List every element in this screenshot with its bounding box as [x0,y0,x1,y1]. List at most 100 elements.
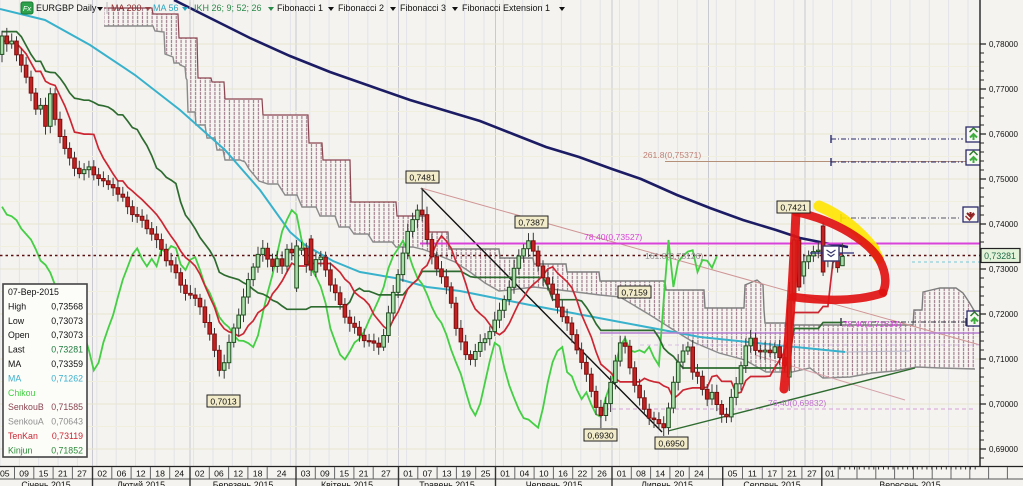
svg-text:Березень 2015: Березень 2015 [213,480,274,486]
svg-text:76,40(0,69832): 76,40(0,69832) [768,398,826,408]
svg-text:01: 01 [617,469,627,479]
svg-text:16: 16 [558,469,568,479]
svg-text:06: 06 [117,469,127,479]
svg-text:01: 01 [403,469,413,479]
svg-text:Fibonacci 2: Fibonacci 2 [338,3,384,13]
svg-text:MA 200: MA 200 [111,3,142,13]
svg-text:18: 18 [155,469,165,479]
svg-text:13: 13 [442,469,452,479]
svg-text:07: 07 [423,469,433,479]
svg-text:Квітень 2015: Квітень 2015 [321,480,373,486]
svg-text:0,73359: 0,73359 [51,359,83,369]
svg-text:0,73568: 0,73568 [51,301,83,311]
svg-text:0,7159: 0,7159 [621,288,648,298]
svg-text:Kinjun: Kinjun [8,445,33,455]
svg-text:12: 12 [136,469,146,479]
svg-text:Червень 2015: Червень 2015 [526,480,583,486]
svg-text:02: 02 [195,469,205,479]
svg-text:27: 27 [381,469,391,479]
svg-text:0,72000: 0,72000 [989,310,1018,319]
svg-text:24: 24 [694,469,704,479]
svg-text:01: 01 [825,469,835,479]
svg-text:IKH 26; 9; 52; 26: IKH 26; 9; 52; 26 [194,3,262,13]
svg-text:Fibonacci 3: Fibonacci 3 [400,3,446,13]
svg-text:261.8(0,75371): 261.8(0,75371) [643,150,701,160]
svg-text:19: 19 [461,469,471,479]
svg-text:0,73281: 0,73281 [984,251,1016,261]
svg-text:21: 21 [359,469,369,479]
svg-text:Fibonacci 1: Fibonacci 1 [277,3,323,13]
svg-text:Fx: Fx [23,4,32,13]
svg-text:Липень 2015: Липень 2015 [641,480,693,486]
svg-text:0,71852: 0,71852 [51,445,83,455]
svg-text:TenKan: TenKan [8,431,38,441]
svg-text:27: 27 [807,469,817,479]
svg-text:08: 08 [636,469,646,479]
svg-text:MA: MA [8,359,21,369]
svg-text:0,7481: 0,7481 [409,173,436,183]
svg-text:0,70000: 0,70000 [989,400,1018,409]
svg-text:0,7013: 0,7013 [210,397,237,407]
svg-text:09: 09 [19,469,29,479]
svg-text:02: 02 [97,469,107,479]
svg-text:Серпень 2015: Серпень 2015 [743,480,800,486]
svg-text:78,40(0,73527): 78,40(0,73527) [584,232,642,242]
svg-text:0,7387: 0,7387 [518,218,545,228]
svg-text:21: 21 [58,469,68,479]
svg-text:24: 24 [277,469,287,479]
svg-text:03: 03 [301,469,311,479]
svg-text:0,73281: 0,73281 [51,345,83,355]
svg-text:0,70643: 0,70643 [51,417,83,427]
svg-text:Low: Low [8,316,25,326]
svg-text:0,69000: 0,69000 [989,445,1018,454]
svg-text:0,7421: 0,7421 [780,203,807,213]
svg-text:Січень 2015: Січень 2015 [21,480,70,486]
svg-text:24: 24 [174,469,184,479]
svg-text:04: 04 [520,469,530,479]
svg-text:0,74000: 0,74000 [989,220,1018,229]
svg-text:01: 01 [500,469,510,479]
svg-text:Вересень 2015: Вересень 2015 [879,480,940,486]
svg-text:15: 15 [339,469,349,479]
svg-text:0,71585: 0,71585 [51,402,83,412]
svg-text:15: 15 [39,469,49,479]
svg-text:12: 12 [233,469,243,479]
svg-text:Chikou: Chikou [8,388,35,398]
svg-text:0,6930: 0,6930 [587,431,614,441]
svg-text:0,77000: 0,77000 [989,85,1018,94]
svg-text:25: 25 [481,469,491,479]
svg-text:0,71262: 0,71262 [51,373,83,383]
svg-text:MA: MA [8,373,21,383]
svg-text:0,76000: 0,76000 [989,130,1018,139]
svg-text:18: 18 [253,469,263,479]
svg-text:0,73073: 0,73073 [51,330,83,340]
svg-text:27: 27 [77,469,87,479]
svg-text:11: 11 [748,469,757,479]
svg-text:Open: Open [8,330,30,340]
svg-text:20: 20 [675,469,685,479]
svg-text:0,73119: 0,73119 [52,431,83,441]
svg-text:High: High [8,301,26,311]
svg-text:MA 56: MA 56 [153,3,179,13]
svg-text:26: 26 [597,469,607,479]
svg-text:07-Вер-2015: 07-Вер-2015 [8,287,59,297]
svg-text:0,6950: 0,6950 [658,439,685,449]
svg-text:Травень 2015: Травень 2015 [419,480,475,486]
svg-text:78,40(0,71634): 78,40(0,71634) [843,319,901,329]
svg-text:06: 06 [214,469,224,479]
svg-text:05: 05 [0,469,10,479]
svg-text:0,71000: 0,71000 [989,355,1018,364]
svg-text:0,73073: 0,73073 [51,316,83,326]
svg-text:22: 22 [578,469,588,479]
svg-text:14: 14 [655,469,665,479]
svg-text:10: 10 [539,469,549,479]
svg-text:05: 05 [728,469,738,479]
svg-text:0,73000: 0,73000 [989,265,1018,274]
svg-text:17: 17 [767,469,777,479]
svg-text:SenkouA: SenkouA [8,417,44,427]
svg-text:SenkouB: SenkouB [8,402,44,412]
svg-text:161.8(0,73126): 161.8(0,73126) [645,251,703,261]
svg-text:EURGBP Daily: EURGBP Daily [36,3,97,13]
svg-text:Fibonacci Extension 1: Fibonacci Extension 1 [462,3,550,13]
svg-text:Лютий 2015: Лютий 2015 [117,480,165,486]
